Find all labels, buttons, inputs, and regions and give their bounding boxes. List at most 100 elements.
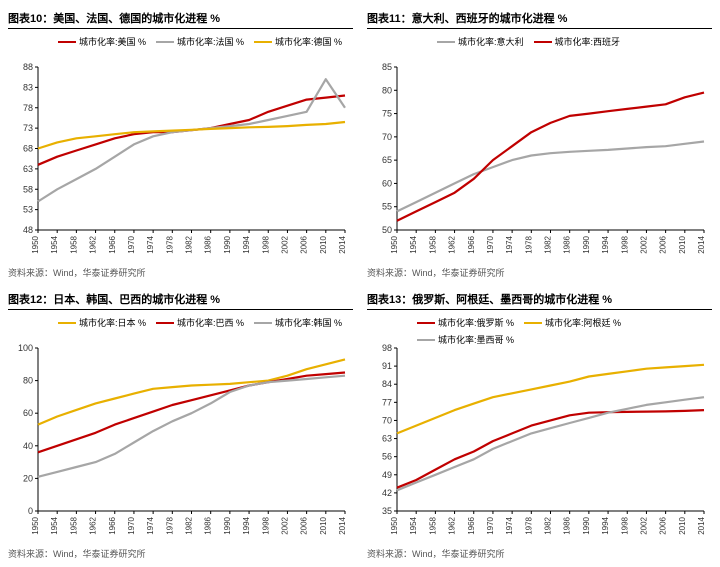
- legend-item: 城市化率:阿根廷 %: [524, 316, 621, 329]
- x-tick-label: 1978: [524, 235, 533, 253]
- x-tick-label: 1966: [467, 516, 476, 534]
- x-tick-label: 1954: [50, 235, 59, 253]
- source-text: 资料来源：Wind，华泰证券研究所: [8, 545, 353, 560]
- y-tick-label: 42: [382, 488, 392, 498]
- x-tick-label: 1958: [69, 516, 78, 534]
- x-tick-label: 1966: [108, 235, 117, 253]
- y-tick-label: 58: [23, 184, 33, 194]
- legend-swatch: [58, 322, 76, 324]
- x-tick-label: 1990: [582, 516, 591, 534]
- x-tick-label: 1986: [563, 516, 572, 534]
- y-tick-label: 98: [382, 343, 392, 353]
- y-tick-label: 53: [23, 205, 33, 215]
- x-tick-label: 1958: [428, 235, 437, 253]
- x-tick-label: 1986: [204, 235, 213, 253]
- y-tick-label: 49: [382, 470, 392, 480]
- x-tick-label: 1958: [428, 516, 437, 534]
- x-tick-label: 2002: [639, 516, 648, 534]
- y-tick-label: 70: [382, 415, 392, 425]
- x-tick-label: 1986: [563, 235, 572, 253]
- x-tick-label: 2014: [697, 235, 706, 253]
- x-tick-label: 1954: [409, 516, 418, 534]
- x-tick-label: 2010: [319, 516, 328, 534]
- legend-label: 城市化率:美国 %: [79, 35, 146, 48]
- chart-panel-p13: 图表13：俄罗斯、阿根廷、墨西哥的城市化进程 %城市化率:俄罗斯 %城市化率:阿…: [367, 289, 712, 560]
- x-tick-label: 1986: [204, 516, 213, 534]
- line-chart-svg: 5055606570758085195019541958196219661970…: [367, 31, 712, 264]
- legend-label: 城市化率:德国 %: [275, 35, 342, 48]
- x-tick-label: 1994: [242, 235, 251, 253]
- y-tick-label: 50: [382, 225, 392, 235]
- chart-panel-p12: 图表12：日本、韩国、巴西的城市化进程 %城市化率:日本 %城市化率:巴西 %城…: [8, 289, 353, 560]
- legend-item: 城市化率:美国 %: [58, 35, 146, 48]
- y-tick-label: 55: [382, 202, 392, 212]
- x-tick-label: 1978: [524, 516, 533, 534]
- x-tick-label: 1970: [486, 516, 495, 534]
- legend-label: 城市化率:墨西哥 %: [438, 333, 514, 346]
- line-chart-svg: 3542495663707784919819501954195819621966…: [367, 312, 712, 545]
- x-tick-label: 1966: [467, 235, 476, 253]
- chart-area: 城市化率:意大利城市化率:西班牙505560657075808519501954…: [367, 31, 712, 264]
- x-tick-label: 1974: [146, 516, 155, 534]
- legend: 城市化率:日本 %城市化率:巴西 %城市化率:韩国 %: [58, 316, 342, 329]
- legend-label: 城市化率:西班牙: [555, 35, 621, 48]
- legend-item: 城市化率:日本 %: [58, 316, 146, 329]
- legend-label: 城市化率:阿根廷 %: [545, 316, 621, 329]
- legend-item: 城市化率:俄罗斯 %: [417, 316, 514, 329]
- x-tick-label: 1950: [31, 235, 40, 253]
- y-tick-label: 0: [28, 506, 33, 516]
- x-tick-label: 1950: [31, 516, 40, 534]
- legend-swatch: [156, 322, 174, 324]
- x-tick-label: 1970: [127, 516, 136, 534]
- x-tick-label: 1954: [50, 516, 59, 534]
- chart-area: 城市化率:俄罗斯 % 城市化率:阿根廷 % 城市化率:墨西哥 % 35 42 49 56 63…: [367, 312, 712, 545]
- legend-item: 城市化率:意大利: [437, 35, 524, 48]
- y-tick-label: 83: [23, 82, 33, 92]
- x-tick-label: 1958: [69, 235, 78, 253]
- y-tick-label: 35: [382, 506, 392, 516]
- y-tick-label: 63: [382, 434, 392, 444]
- legend-swatch: [156, 41, 174, 43]
- legend-swatch: [524, 322, 542, 324]
- x-tick-label: 2010: [678, 235, 687, 253]
- y-tick-label: 60: [23, 408, 33, 418]
- x-tick-label: 1990: [223, 235, 232, 253]
- y-tick-label: 85: [382, 62, 392, 72]
- x-tick-label: 2002: [639, 235, 648, 253]
- legend-swatch: [417, 339, 435, 341]
- line-chart-svg: 4853586368737883881950195419581962196619…: [8, 31, 353, 264]
- legend-label: 城市化率:日本 %: [79, 316, 146, 329]
- x-tick-label: 1962: [448, 235, 457, 253]
- legend-item: 城市化率:德国 %: [254, 35, 342, 48]
- x-tick-label: 1982: [544, 516, 553, 534]
- y-tick-label: 80: [23, 376, 33, 386]
- y-tick-label: 68: [23, 144, 33, 154]
- legend-swatch: [417, 322, 435, 324]
- x-tick-label: 1978: [165, 235, 174, 253]
- x-tick-label: 1962: [448, 516, 457, 534]
- legend-swatch: [437, 41, 455, 43]
- x-tick-label: 2014: [338, 235, 347, 253]
- x-tick-label: 1950: [390, 516, 399, 534]
- x-tick-label: 1974: [505, 235, 514, 253]
- y-tick-label: 48: [23, 225, 33, 235]
- x-tick-label: 1982: [185, 235, 194, 253]
- x-tick-label: 2014: [338, 516, 347, 534]
- x-tick-label: 2002: [280, 235, 289, 253]
- source-text: 资料来源：Wind，华泰证券研究所: [367, 264, 712, 279]
- y-tick-label: 63: [23, 164, 33, 174]
- source-text: 资料来源：Wind，华泰证券研究所: [367, 545, 712, 560]
- x-tick-label: 2006: [300, 516, 309, 534]
- y-tick-label: 80: [382, 85, 392, 95]
- x-tick-label: 1998: [261, 516, 270, 534]
- x-tick-label: 1966: [108, 516, 117, 534]
- chart-panel-p11: 图表11：意大利、西班牙的城市化进程 %城市化率:意大利城市化率:西班牙5055…: [367, 8, 712, 279]
- y-tick-label: 100: [18, 343, 33, 353]
- x-tick-label: 1970: [127, 235, 136, 253]
- x-tick-label: 2002: [280, 516, 289, 534]
- y-tick-label: 56: [382, 452, 392, 462]
- legend: 城市化率:意大利 城市化率:西班牙: [437, 35, 620, 48]
- x-tick-label: 1974: [146, 235, 155, 253]
- panel-title: 图表10：美国、法国、德国的城市化进程 %: [8, 8, 353, 29]
- legend: 城市化率:美国 %城市化率:法国 %城市化率:德国 %: [58, 35, 342, 48]
